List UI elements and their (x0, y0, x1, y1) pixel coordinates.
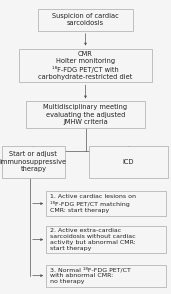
Text: 2. Active extra-cardiac
sarcoidosis without cardiac
activity but abnormal CMR:
s: 2. Active extra-cardiac sarcoidosis with… (50, 228, 136, 251)
FancyBboxPatch shape (19, 49, 152, 82)
FancyBboxPatch shape (2, 146, 65, 178)
FancyBboxPatch shape (46, 191, 166, 216)
Text: ICD: ICD (122, 159, 134, 165)
FancyBboxPatch shape (46, 265, 166, 287)
Text: Multidisciplinary meeting
evaluating the adjusted
JMHW criteria: Multidisciplinary meeting evaluating the… (43, 104, 128, 125)
Text: 3. Normal ¹⁸F-FDG PET/CT
with abnormal CMR:
no therapy: 3. Normal ¹⁸F-FDG PET/CT with abnormal C… (50, 267, 131, 284)
Text: Suspicion of cardiac
sarcoidosis: Suspicion of cardiac sarcoidosis (52, 13, 119, 26)
FancyBboxPatch shape (38, 9, 133, 31)
Text: CMR
Holter monitoring
¹⁸F-FDG PET/CT with
carbohydrate-restricted diet: CMR Holter monitoring ¹⁸F-FDG PET/CT wit… (38, 51, 133, 80)
FancyBboxPatch shape (26, 101, 145, 128)
FancyBboxPatch shape (46, 226, 166, 253)
Text: 1. Active cardiac lesions on
¹⁸F-FDG PET/CT matching
CMR: start therapy: 1. Active cardiac lesions on ¹⁸F-FDG PET… (50, 194, 136, 213)
FancyBboxPatch shape (89, 146, 168, 178)
Text: Start or adjust
immunosuppressive
therapy: Start or adjust immunosuppressive therap… (0, 151, 67, 172)
